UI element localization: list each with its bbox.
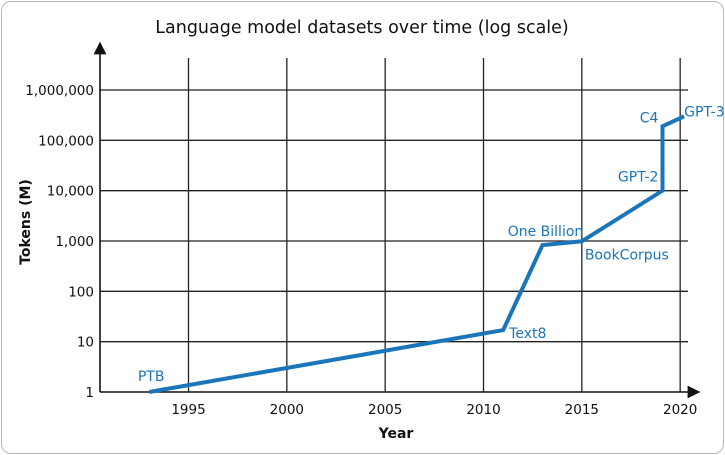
y-axis-title: Tokens (M)	[18, 179, 34, 265]
y-tick-label: 100	[68, 284, 94, 300]
x-axis-title: Year	[378, 426, 414, 442]
point-label: Text8	[508, 326, 546, 342]
x-tick-label: 1995	[171, 402, 205, 418]
series	[148, 114, 685, 394]
chart-title: Language model datasets over time (log s…	[155, 18, 569, 38]
x-tick-label: 2010	[466, 402, 500, 418]
y-tick-label: 10	[77, 335, 94, 351]
x-tick-label: 2000	[270, 402, 304, 418]
y-tick-label: 10,000	[47, 184, 94, 200]
y-tick-label: 1	[85, 385, 94, 401]
tick-labels: 1995 2000 2005 2010 2015 2020 1 10 100 1,000 10,00…	[25, 83, 697, 418]
y-tick-label: 1,000,000	[25, 83, 94, 99]
grid	[100, 58, 688, 392]
point-label: BookCorpus	[585, 247, 669, 263]
point-label: C4	[640, 110, 659, 126]
x-tick-label: 2015	[565, 402, 599, 418]
y-tick-label: 1,000	[55, 234, 94, 250]
axes	[93, 41, 701, 399]
x-tick-label: 2020	[663, 402, 697, 418]
point-label: GPT-2	[618, 170, 659, 186]
x-tick-label: 2005	[368, 402, 402, 418]
series-line	[148, 114, 685, 394]
point-label: PTB	[138, 369, 165, 385]
y-tick-label: 100,000	[38, 133, 94, 149]
point-label: GPT-3	[684, 104, 725, 120]
point-label: One Billion	[508, 224, 584, 240]
